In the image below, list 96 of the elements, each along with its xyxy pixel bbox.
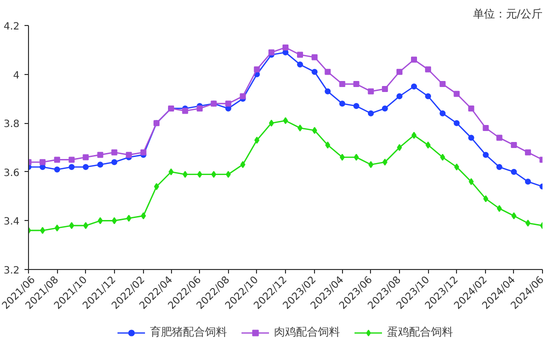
point (54, 156, 60, 163)
point (454, 120, 460, 126)
point (354, 154, 359, 161)
point (396, 144, 402, 151)
point (325, 142, 330, 149)
point (525, 220, 530, 227)
point (524, 178, 531, 185)
point (440, 81, 446, 88)
point (382, 105, 388, 112)
point (339, 81, 346, 88)
legend-label: 肉鸡配合饲料 (274, 324, 340, 340)
point (382, 158, 388, 166)
point (324, 68, 331, 75)
point (254, 66, 260, 72)
point (353, 81, 360, 88)
point (510, 142, 517, 148)
point (82, 154, 89, 160)
point (182, 170, 188, 178)
point (54, 224, 60, 232)
point (98, 217, 103, 224)
point (468, 134, 474, 141)
point (82, 164, 89, 170)
point (312, 126, 318, 134)
point (368, 110, 374, 116)
point (282, 44, 288, 50)
point (524, 149, 531, 156)
point (482, 152, 489, 158)
point (496, 164, 502, 170)
point (211, 170, 216, 178)
point (83, 222, 88, 230)
point (154, 183, 160, 190)
point (483, 195, 488, 202)
point (112, 217, 117, 224)
point (240, 93, 246, 100)
point (368, 161, 374, 168)
point (40, 159, 46, 166)
point (454, 90, 460, 97)
point (312, 54, 318, 60)
point (468, 105, 474, 112)
point (240, 161, 246, 168)
point (496, 205, 502, 212)
y-tick-label: 4 (13, 70, 20, 82)
point (297, 62, 304, 68)
point (454, 164, 460, 171)
point (298, 124, 303, 132)
y-tick-label: 3.2 (4, 266, 20, 276)
legend-label: 蛋鸡配合饲料 (387, 324, 453, 340)
y-tick-label: 4.2 (4, 22, 20, 32)
point (140, 149, 146, 156)
point (268, 120, 274, 127)
point (482, 124, 489, 131)
point (440, 110, 446, 116)
point (425, 66, 432, 72)
point (468, 178, 474, 186)
point (297, 52, 304, 58)
point (382, 86, 388, 92)
point (510, 168, 517, 175)
point (312, 68, 318, 75)
point (353, 103, 360, 110)
point (40, 226, 46, 234)
point (97, 152, 104, 158)
point (368, 88, 374, 94)
point (111, 159, 118, 166)
point (425, 93, 432, 100)
point (126, 214, 132, 222)
point (97, 162, 104, 168)
point (411, 84, 417, 90)
point (126, 152, 132, 158)
point (182, 108, 188, 114)
point (68, 164, 75, 170)
point (339, 100, 346, 107)
point (68, 156, 75, 163)
point (140, 212, 146, 220)
point (54, 166, 60, 172)
point (268, 49, 274, 56)
point (396, 68, 402, 75)
point (324, 88, 331, 94)
point (226, 170, 231, 178)
point (426, 142, 431, 149)
y-tick-label: 3.8 (4, 119, 20, 130)
point (225, 100, 232, 107)
y-tick-label: 3.6 (4, 168, 20, 179)
point (511, 212, 516, 220)
point (440, 154, 446, 161)
point (197, 170, 202, 178)
text: 单位：元/公斤 (472, 8, 543, 20)
y-tick-label: 3.4 (4, 216, 20, 228)
point (340, 154, 345, 161)
point (69, 222, 74, 230)
point (411, 56, 417, 63)
point (254, 136, 260, 144)
point (111, 149, 118, 156)
legend-label: 育肥猪配合饲料 (150, 324, 227, 340)
point (496, 134, 502, 141)
point (168, 168, 174, 176)
point (396, 93, 402, 100)
